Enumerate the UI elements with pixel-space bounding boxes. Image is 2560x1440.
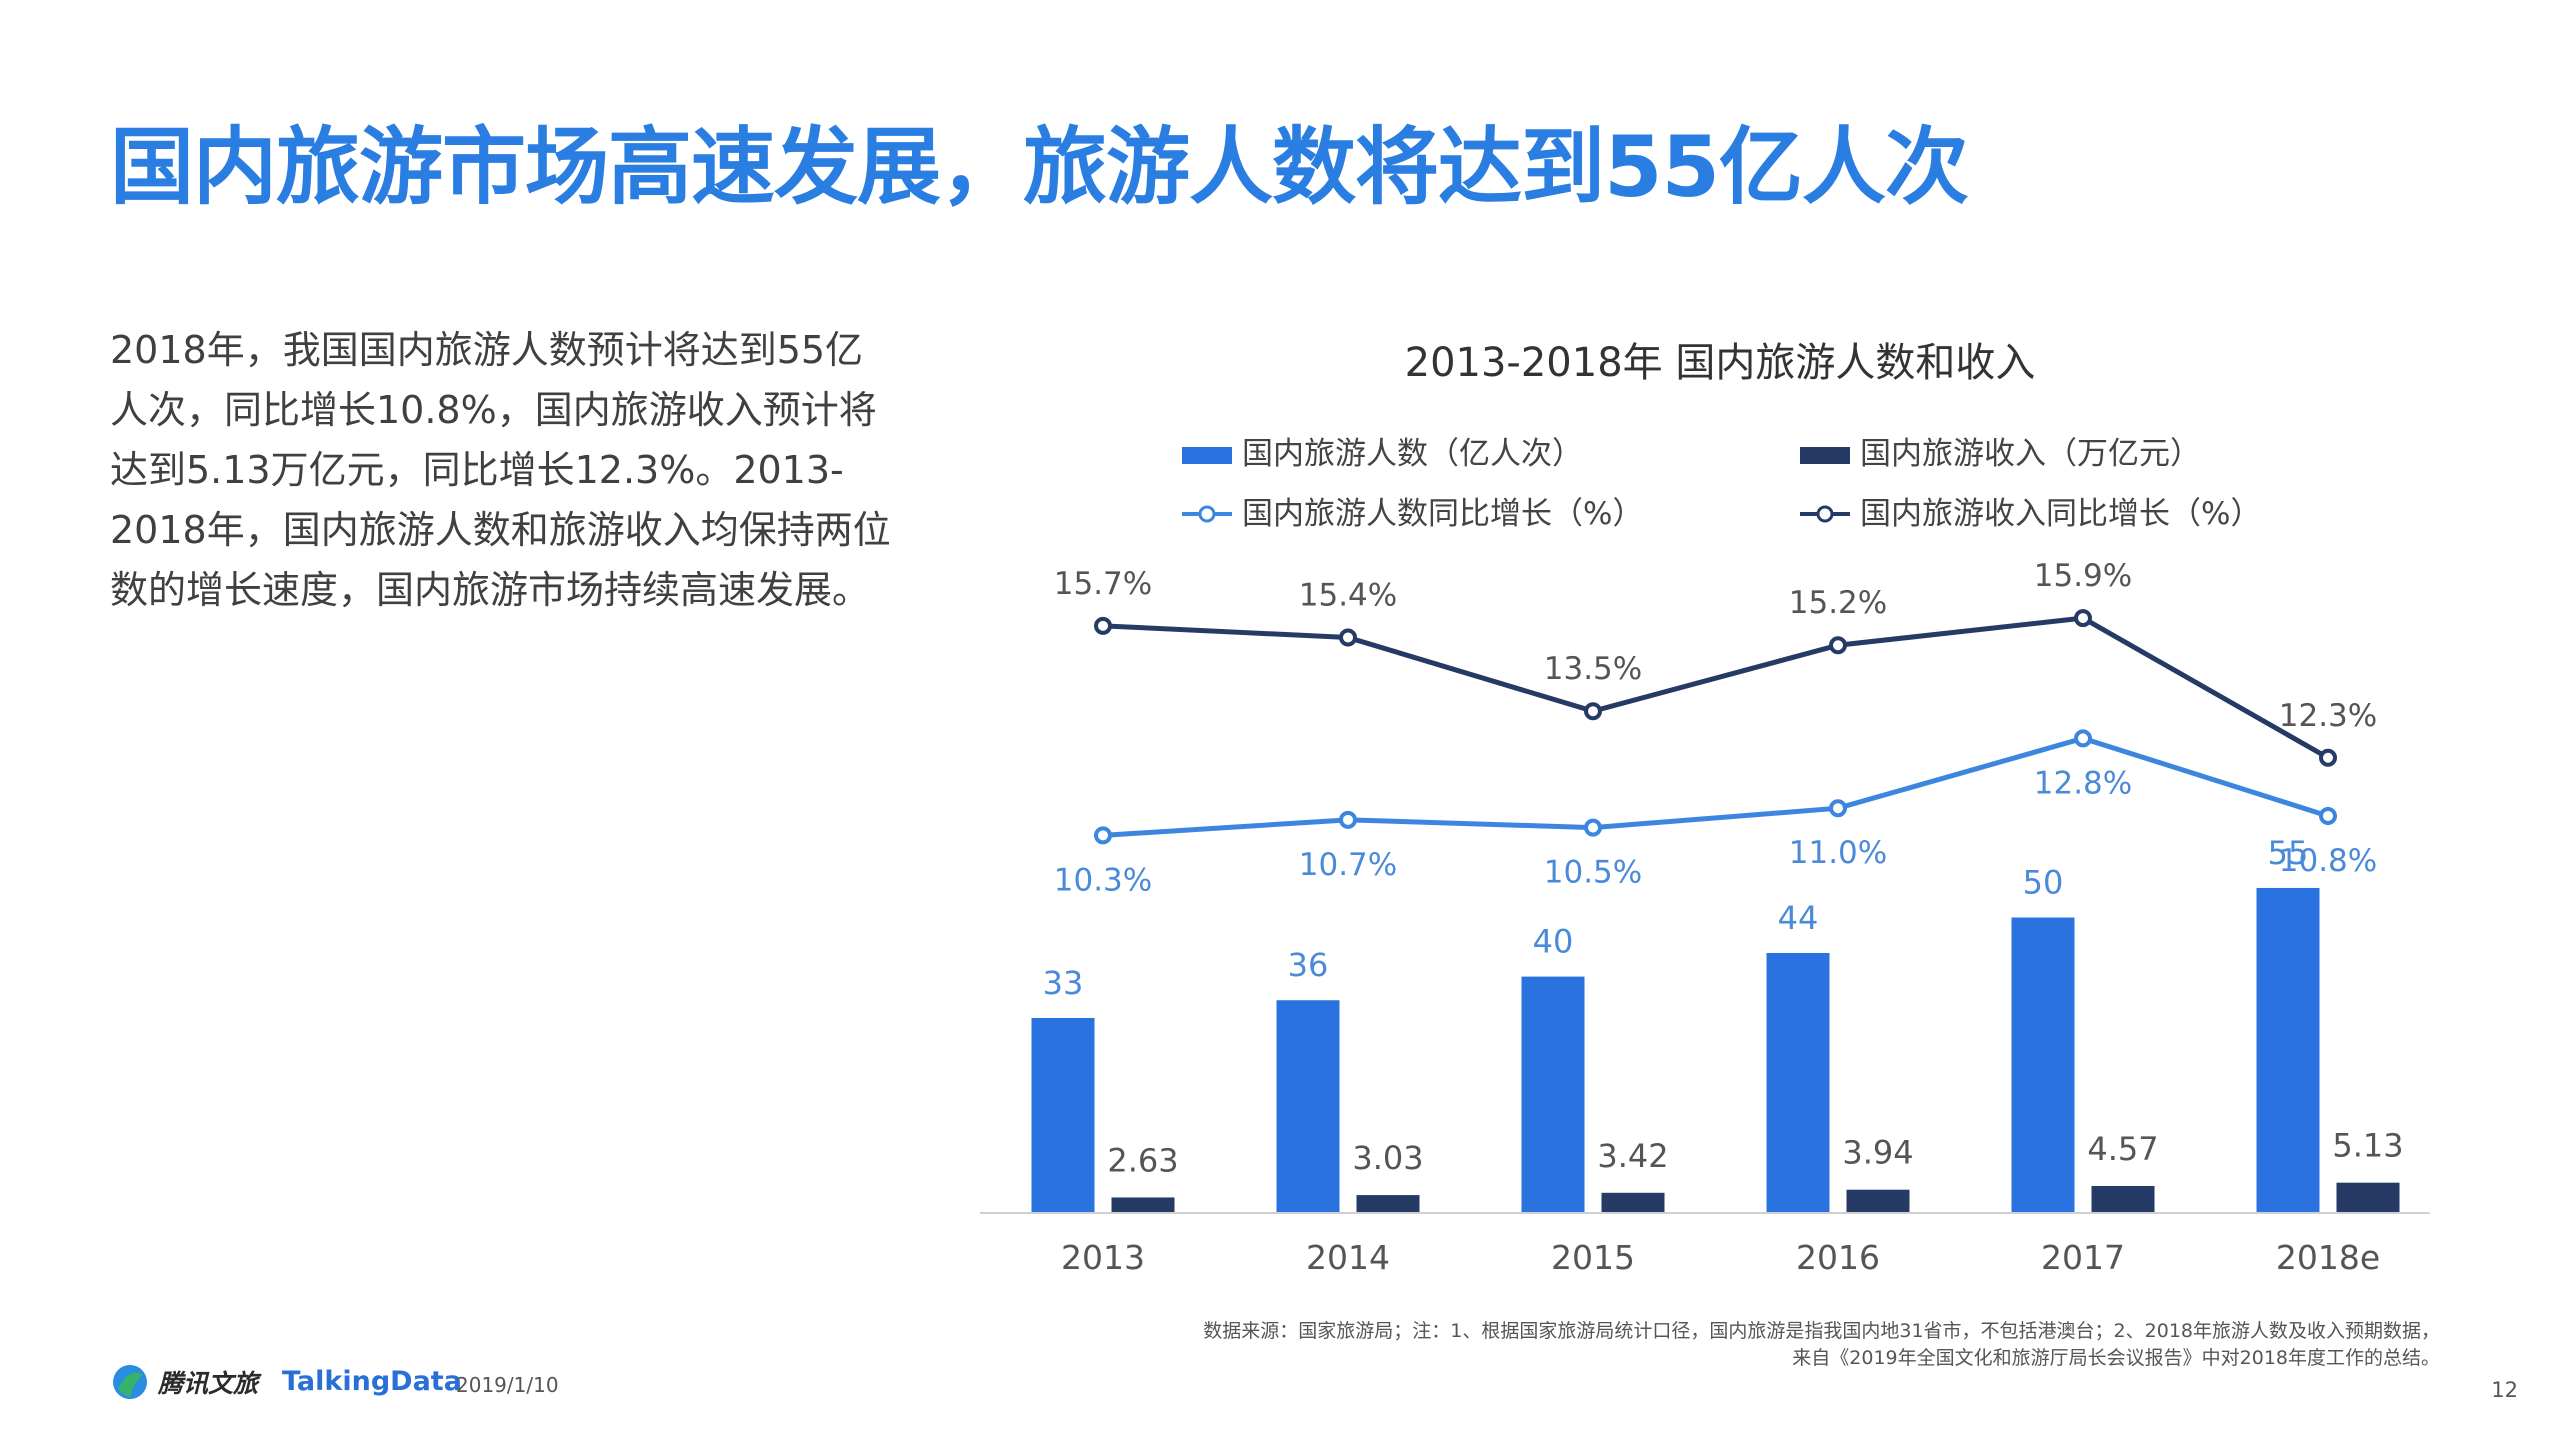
source-line-1: 数据来源：国家旅游局；注：1、根据国家旅游局统计口径，国内旅游是指我国内地31省… — [1203, 1320, 2440, 1342]
point-income-growth-2016 — [1829, 636, 1847, 655]
legend-label-people: 国内旅游人数（亿人次） — [1242, 436, 1583, 472]
point-people-growth-2014 — [1339, 810, 1357, 829]
x-tick-label-2018e: 2018e — [2276, 1238, 2380, 1277]
bar-income-2015 — [1601, 1192, 1665, 1213]
data-label-income-2013: 2.63 — [1107, 1141, 1178, 1179]
point-income-growth-2013 — [1094, 616, 1112, 635]
bar-people-2017 — [2011, 917, 2075, 1213]
data-label-people-growth-2016: 11.0% — [1789, 835, 1887, 871]
tencent-logo-text: 腾讯文旅 — [158, 1369, 259, 1398]
data-label-income-2017: 4.57 — [2087, 1130, 2158, 1168]
chart-title: 2013-2018年 国内旅游人数和收入 — [1405, 340, 2036, 386]
bar-income-2016 — [1846, 1189, 1910, 1213]
tencent-leaf-icon — [113, 1365, 147, 1399]
bar-income-2017 — [2091, 1185, 2155, 1213]
legend-marker-income-growth — [1816, 505, 1834, 523]
data-label-people-growth-2017: 12.8% — [2034, 765, 2132, 801]
point-people-growth-2015 — [1584, 818, 1602, 837]
data-label-income-growth-2014: 15.4% — [1299, 577, 1397, 613]
legend-label-people-growth: 国内旅游人数同比增长（%） — [1242, 496, 1643, 532]
x-tick-label-2016: 2016 — [1796, 1238, 1880, 1277]
point-people-growth-2016 — [1829, 799, 1847, 818]
x-tick-label-2014: 2014 — [1306, 1238, 1390, 1277]
page-number: 12 — [2491, 1378, 2518, 1402]
point-people-growth-2017 — [2074, 729, 2092, 748]
data-label-people-2017: 50 — [2023, 864, 2064, 902]
data-label-income-2018e: 5.13 — [2332, 1127, 2403, 1165]
data-label-income-growth-2013: 15.7% — [1054, 566, 1152, 602]
talkingdata-logo: TalkingData — [282, 1366, 462, 1397]
bar-people-2018e — [2256, 887, 2320, 1213]
data-label-people-growth-2015: 10.5% — [1544, 855, 1642, 891]
data-label-income-2014: 3.03 — [1352, 1139, 1423, 1177]
bar-people-2013 — [1031, 1017, 1095, 1213]
point-people-growth-2018e — [2319, 806, 2337, 825]
data-label-people-growth-2014: 10.7% — [1299, 847, 1397, 883]
data-label-people-2018e: 55 — [2268, 834, 2309, 872]
legend-marker-people-growth — [1198, 505, 1216, 523]
x-tick-label-2017: 2017 — [2041, 1238, 2125, 1277]
data-label-income-growth-2018e: 12.3% — [2279, 698, 2377, 734]
data-label-people-2015: 40 — [1533, 923, 1574, 961]
source-line-2: 来自《2019年全国文化和旅游厅局长会议报告》中对2018年度工作的总结。 — [1792, 1347, 2440, 1369]
data-label-people-2013: 33 — [1043, 964, 1084, 1002]
point-income-growth-2017 — [2074, 609, 2092, 628]
data-label-people-2016: 44 — [1778, 899, 1819, 937]
data-label-people-2014: 36 — [1288, 946, 1329, 984]
bar-income-2013 — [1111, 1197, 1175, 1213]
data-source-note: 数据来源：国家旅游局；注：1、根据国家旅游局统计口径，国内旅游是指我国内地31省… — [880, 1318, 2440, 1372]
summary-paragraph: 2018年，我国国内旅游人数预计将达到55亿人次，同比增长10.8%，国内旅游收… — [110, 328, 891, 612]
line-income-growth — [1102, 615, 2330, 760]
data-label-income-growth-2017: 15.9% — [2034, 558, 2132, 594]
data-label-income-growth-2016: 15.2% — [1789, 585, 1887, 621]
bar-people-2016 — [1766, 952, 1830, 1213]
bar-income-2018e — [2336, 1182, 2400, 1213]
bar-people-2015 — [1521, 976, 1585, 1213]
x-tick-label-2015: 2015 — [1551, 1238, 1635, 1277]
point-people-growth-2013 — [1094, 826, 1112, 845]
legend-swatch-income — [1800, 447, 1850, 464]
bar-people-2014 — [1276, 1000, 1340, 1213]
legend-swatch-people — [1182, 447, 1232, 464]
point-income-growth-2015 — [1584, 702, 1602, 721]
page-title: 国内旅游市场高速发展，旅游人数将达到55亿人次 — [110, 118, 1969, 216]
tencent-logo: 腾讯文旅 — [110, 1362, 258, 1402]
legend-label-income: 国内旅游收入（万亿元） — [1860, 436, 2201, 472]
bar-income-2014 — [1356, 1195, 1420, 1213]
data-label-people-growth-2018e: 10.8% — [2279, 843, 2377, 879]
point-income-growth-2018e — [2319, 748, 2337, 767]
data-label-income-2016: 3.94 — [1842, 1134, 1913, 1172]
chart-container: 2013-2018年 国内旅游人数和收入国内旅游人数（亿人次） 国内旅游收入（万亿… — [960, 330, 2520, 1310]
data-label-people-growth-2013: 10.3% — [1054, 862, 1152, 898]
point-income-growth-2014 — [1339, 628, 1357, 647]
footer-date: 2019/1/10 — [456, 1373, 559, 1397]
data-label-income-growth-2015: 13.5% — [1544, 651, 1642, 687]
legend-label-income-growth: 国内旅游收入同比增长（%） — [1860, 496, 2261, 532]
x-tick-label-2013: 2013 — [1061, 1238, 1145, 1277]
data-label-income-2015: 3.42 — [1597, 1137, 1668, 1175]
line-people-growth — [1102, 735, 2329, 838]
